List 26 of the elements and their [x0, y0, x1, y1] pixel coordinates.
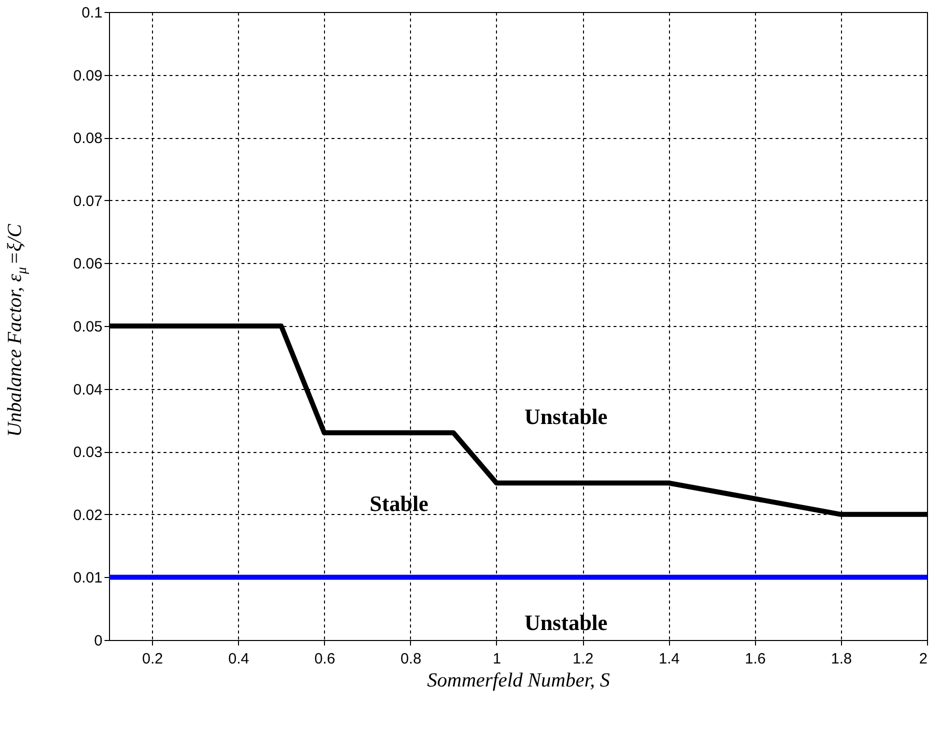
x-tick-label: 0.2	[142, 650, 163, 668]
y-tick-label: 0.1	[82, 4, 102, 22]
x-tick-label: 1	[492, 650, 502, 668]
x-tick-label: 0.4	[228, 650, 250, 668]
y-tick-label: 0.06	[73, 256, 102, 273]
y-tick-label: 0.08	[73, 130, 102, 148]
annotation: Unstable	[524, 610, 608, 635]
x-tick-label: 0.6	[314, 650, 336, 668]
y-axis-title: Unbalance Factor, εμ=ξ/C	[4, 223, 30, 437]
x-tick-label: 0.8	[400, 650, 422, 668]
y-tick-label: 0.05	[73, 318, 102, 336]
y-tick-label: 0.03	[73, 444, 102, 462]
x-tick-label: 2	[919, 650, 928, 668]
y-tick-label: 0.01	[73, 570, 102, 587]
y-tick-label: 0.09	[73, 67, 102, 84]
annotation: Stable	[370, 491, 429, 516]
y-tick-label: 0	[94, 632, 102, 650]
x-tick-label: 1.2	[572, 650, 594, 668]
y-tick-label: 0.02	[73, 506, 102, 524]
x-axis-title: Sommerfeld Number, S	[427, 670, 610, 692]
y-tick-label: 0.07	[73, 192, 102, 210]
y-tick-label: 0.04	[73, 381, 102, 398]
x-tick-label: 1.4	[658, 650, 680, 668]
x-tick-label: 1.6	[744, 650, 766, 668]
x-tick-label: 1.8	[830, 650, 852, 668]
annotation: Unstable	[524, 404, 608, 429]
